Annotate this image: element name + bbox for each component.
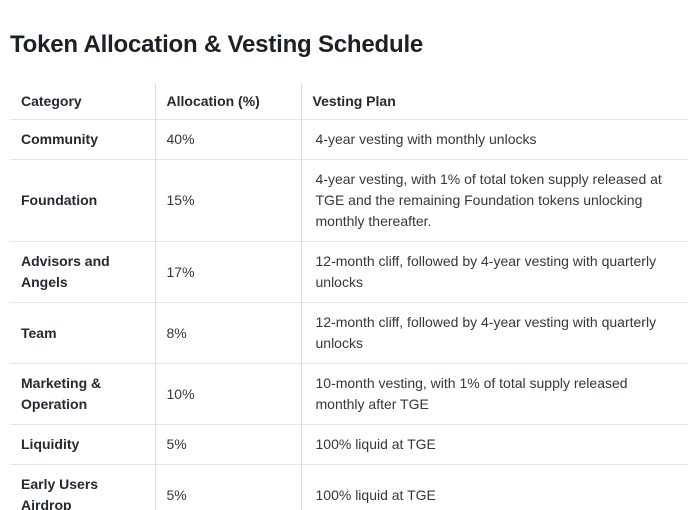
category-cell: Marketing & Operation: [10, 363, 156, 425]
allocation-cell: 17%: [155, 241, 302, 303]
vesting-plan-cell: 4-year vesting with monthly unlocks: [301, 119, 688, 160]
page-title: Token Allocation & Vesting Schedule: [10, 31, 424, 58]
page: Token Allocation & Vesting Schedule Cate…: [0, 31, 700, 510]
table-row: Team 8% 12-month cliff, followed by 4-ye…: [10, 302, 688, 364]
allocation-cell: 8%: [155, 302, 302, 364]
allocation-cell: 5%: [155, 424, 302, 465]
table-row: Liquidity 5% 100% liquid at TGE: [10, 424, 688, 465]
table-header-row: Category Allocation (%) Vesting Plan: [10, 83, 688, 120]
column-header-category: Category: [10, 83, 156, 120]
vesting-plan-cell: 12-month cliff, followed by 4-year vesti…: [301, 241, 688, 303]
category-cell: Team: [10, 302, 156, 364]
vesting-plan-cell: 4-year vesting, with 1% of total token s…: [301, 159, 688, 242]
vesting-plan-cell: 100% liquid at TGE: [301, 464, 688, 510]
table-row: Advisors and Angels 17% 12-month cliff, …: [10, 241, 688, 303]
table-row: Community 40% 4-year vesting with monthl…: [10, 119, 688, 160]
category-cell: Community: [10, 119, 156, 160]
allocation-cell: 15%: [155, 159, 302, 242]
allocation-cell: 10%: [155, 363, 302, 425]
table-row: Foundation 15% 4-year vesting, with 1% o…: [10, 159, 688, 242]
category-cell: Liquidity: [10, 424, 156, 465]
column-header-vesting-plan: Vesting Plan: [301, 83, 688, 120]
table-row: Early Users Airdrop 5% 100% liquid at TG…: [10, 464, 688, 510]
vesting-plan-cell: 12-month cliff, followed by 4-year vesti…: [301, 302, 688, 364]
category-cell: Foundation: [10, 159, 156, 242]
column-header-allocation: Allocation (%): [155, 83, 302, 120]
token-allocation-table: Category Allocation (%) Vesting Plan Com…: [10, 83, 688, 510]
category-cell: Early Users Airdrop: [10, 464, 156, 510]
allocation-cell: 5%: [155, 464, 302, 510]
category-cell: Advisors and Angels: [10, 241, 156, 303]
table-row: Marketing & Operation 10% 10-month vesti…: [10, 363, 688, 425]
vesting-plan-cell: 100% liquid at TGE: [301, 424, 688, 465]
allocation-cell: 40%: [155, 119, 302, 160]
vesting-plan-cell: 10-month vesting, with 1% of total suppl…: [301, 363, 688, 425]
